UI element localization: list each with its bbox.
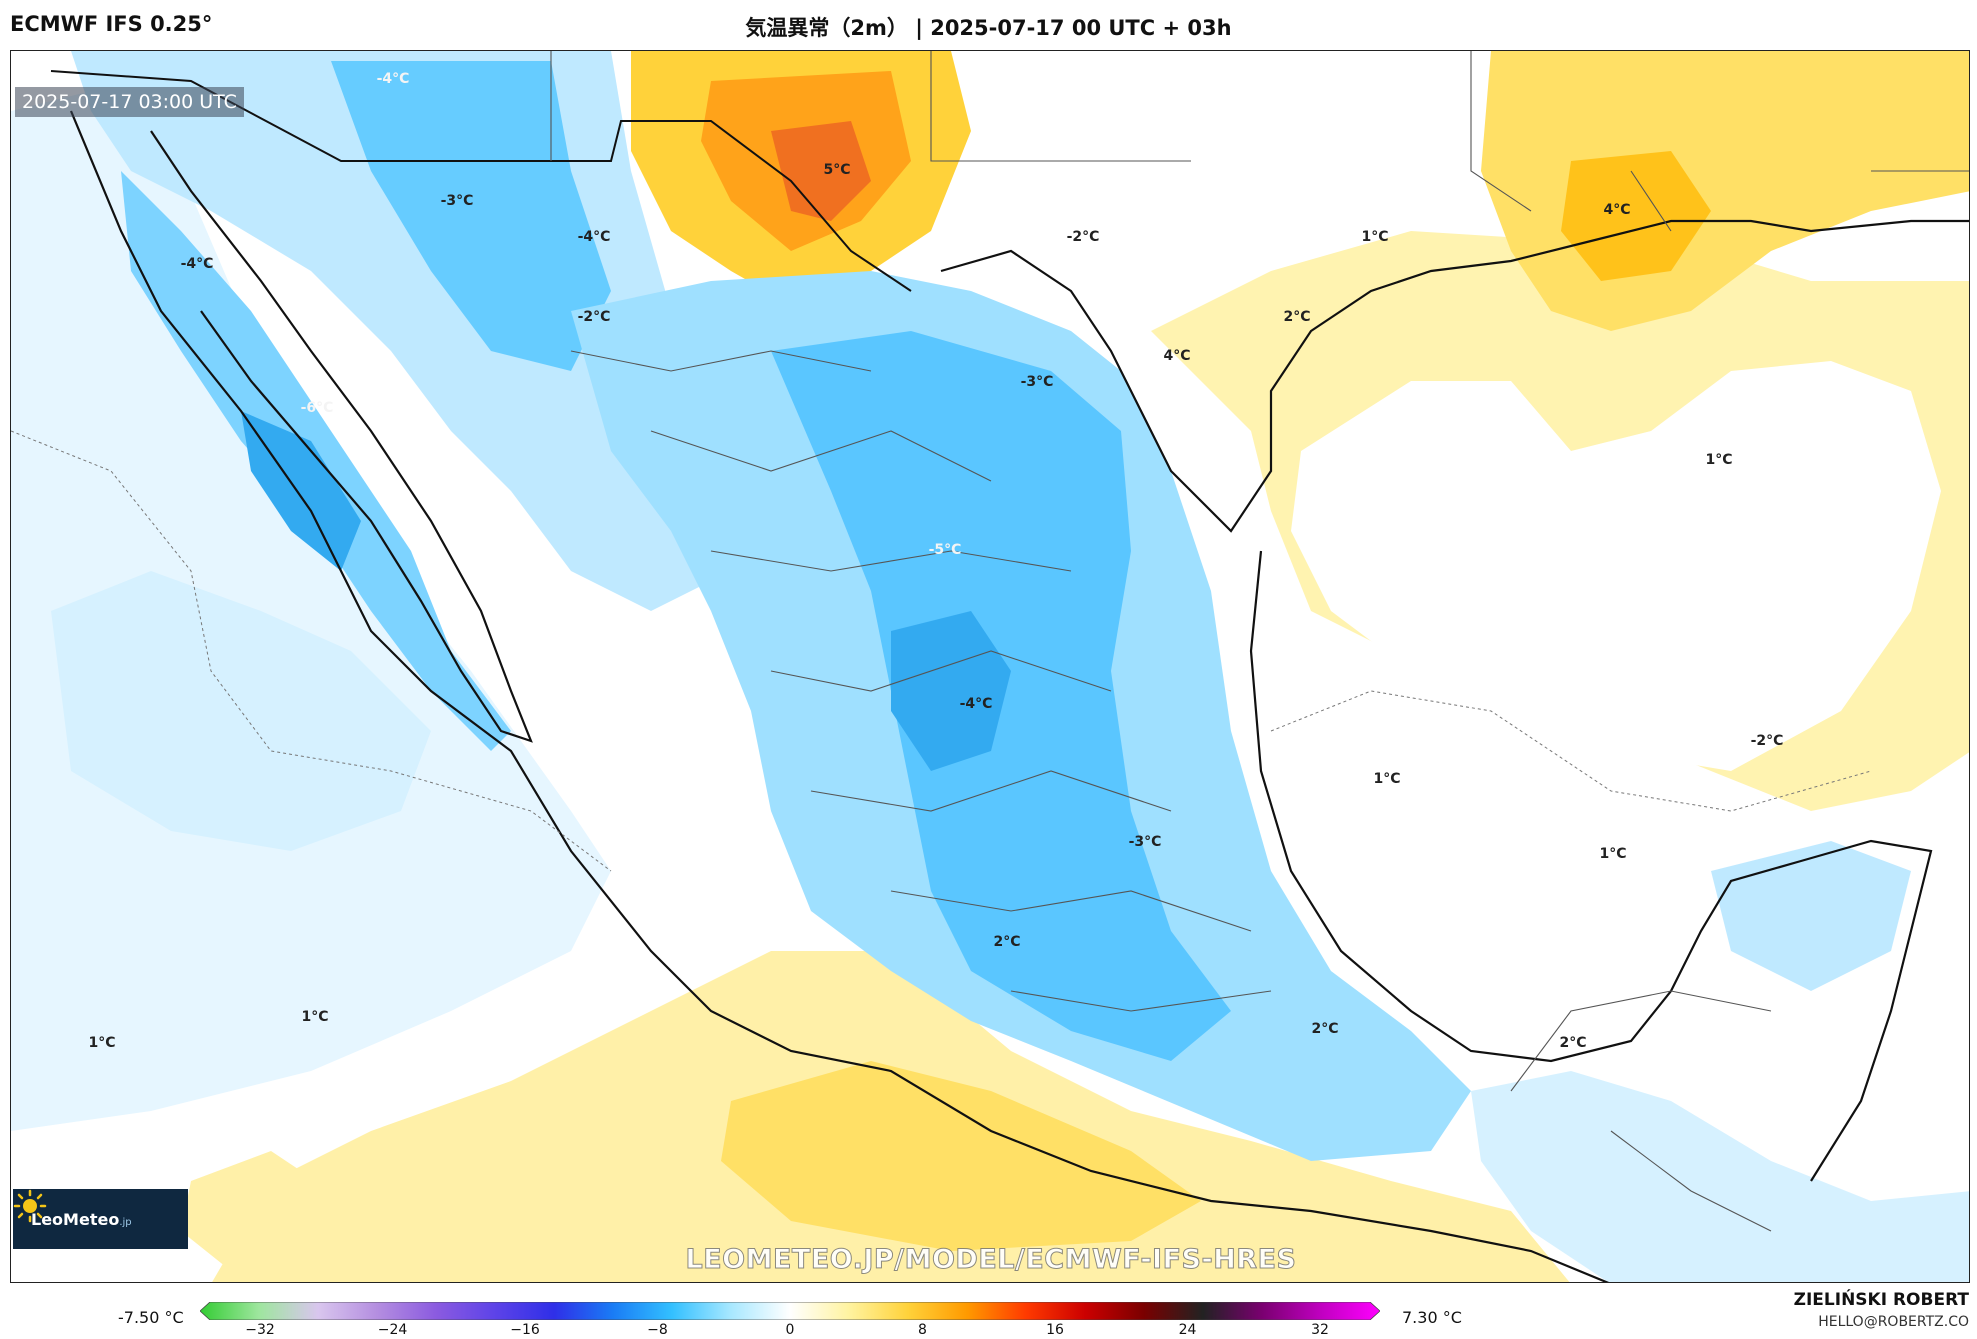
colorbar — [200, 1302, 1380, 1320]
colorbar-tick-label: −24 — [377, 1322, 408, 1338]
map-title: 気温異常（2m） | 2025-07-17 00 UTC + 03h — [745, 16, 1232, 40]
source-watermark: LEOMETEO.JP/MODEL/ECMWF-IFS-HRES — [685, 1244, 1297, 1276]
contour-label: -3°C — [1020, 374, 1054, 390]
contour-label: -2°C — [1750, 733, 1784, 749]
contour-label: -4°C — [959, 696, 993, 712]
contour-label: 2°C — [1559, 1035, 1587, 1051]
gulf-white-core — [1291, 361, 1941, 771]
valid-time-stamp: 2025-07-17 03:00 UTC — [15, 87, 244, 117]
contour-label: -6°C — [300, 400, 334, 416]
colorbar-tick-label: 0 — [785, 1322, 795, 1338]
colorbar-tick-label: −16 — [510, 1322, 540, 1338]
nw-mexico-cool-core — [331, 61, 611, 371]
logo-text: LeoMeteo — [31, 1209, 120, 1229]
contour-label: 4°C — [1163, 348, 1191, 364]
zero-contour — [11, 430, 1872, 872]
contour-label: 1°C — [1705, 452, 1733, 468]
contour-label: 5°C — [823, 162, 851, 178]
pacific-coastline — [69, 110, 1610, 1282]
colorbar-max-label: 7.30 °C — [1402, 1308, 1462, 1327]
state-borders — [570, 350, 1772, 1232]
model-name: ECMWF IFS 0.25° — [10, 12, 213, 36]
contour-label: -2°C — [1066, 229, 1100, 245]
central-america-mixed — [1471, 1071, 1969, 1282]
contour-label: -4°C — [180, 256, 214, 272]
sun-icon — [13, 1189, 47, 1223]
colorbar-min-label: -7.50 °C — [118, 1308, 184, 1327]
author-name: ZIELIŃSKI ROBERT — [1793, 1290, 1969, 1310]
contour-label: 2°C — [993, 934, 1021, 950]
colorbar-tick-label: 32 — [1311, 1322, 1329, 1338]
contour-label: 1°C — [301, 1009, 329, 1025]
colorbar-tick-label: −32 — [245, 1322, 275, 1338]
pacific-cool-patch — [51, 571, 431, 851]
logo-suffix: .jp — [119, 1216, 132, 1228]
contour-label: -3°C — [440, 193, 474, 209]
colorbar-tick-label: 16 — [1046, 1322, 1064, 1338]
colorbar-tick-label: 8 — [918, 1322, 927, 1338]
contour-label: 1°C — [1599, 846, 1627, 862]
baja-cold-core — [241, 411, 361, 571]
west-warm-patch — [181, 1151, 331, 1271]
south-pacific-warm-core — [721, 1061, 1201, 1251]
texas-peak — [771, 121, 871, 221]
colorbar-tick-label: 24 — [1178, 1322, 1197, 1338]
contour-label: 1°C — [1361, 229, 1389, 245]
contour-label: 2°C — [1283, 309, 1311, 325]
anomaly-map[interactable]: 2025-07-17 03:00 UTC -4°C -3°C -4°C -4°C… — [10, 50, 1970, 1283]
yucatan-cool — [1711, 841, 1911, 991]
map-layer — [11, 51, 1969, 1282]
contour-label: 2°C — [1311, 1021, 1339, 1037]
leometeo-logo[interactable]: LeoMeteo .jp — [13, 1189, 188, 1249]
central-mexico-deep-core — [891, 611, 1011, 771]
contour-label: -5°C — [928, 542, 962, 558]
contour-label: -3°C — [1128, 834, 1162, 850]
contour-label: -4°C — [577, 229, 611, 245]
contour-label: 1°C — [1373, 771, 1401, 787]
author-email[interactable]: HELLO@ROBERTZ.CO — [1818, 1314, 1969, 1330]
louisiana-core — [1561, 151, 1711, 281]
contour-label: -2°C — [577, 309, 611, 325]
contour-label: 1°C — [88, 1035, 116, 1051]
pacific-cool-zone — [11, 81, 611, 1131]
gulf-coastline — [940, 219, 1969, 533]
baja-coastline — [150, 130, 533, 743]
colorbar-tick-label: −8 — [647, 1322, 668, 1338]
contour-label: 4°C — [1603, 202, 1631, 218]
contour-label: -4°C — [376, 71, 410, 87]
us-state-borders — [550, 51, 1969, 232]
